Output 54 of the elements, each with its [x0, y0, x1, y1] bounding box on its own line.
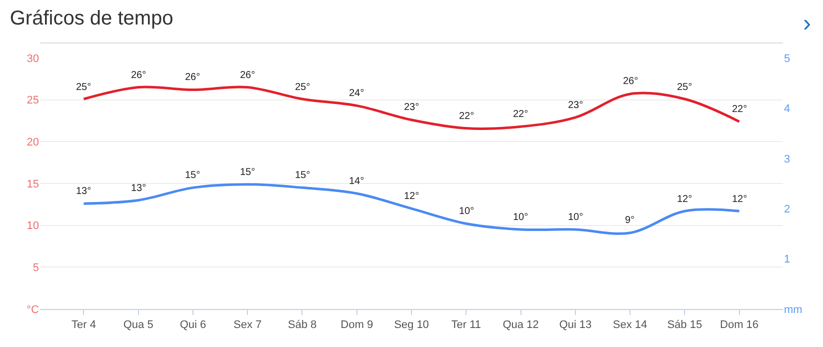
y-tick-label: 5 [32, 262, 39, 274]
y-tick-label: 25 [26, 94, 39, 107]
x-tick-label: Qui 13 [559, 319, 592, 332]
data-label: 26° [623, 76, 638, 87]
y-tick-label: 15 [26, 178, 39, 190]
data-label: 12° [677, 194, 692, 205]
data-label: 15° [185, 170, 200, 181]
y2-tick-label: 5 [784, 52, 790, 65]
x-tick-label: Sáb 15 [667, 319, 702, 332]
x-tick-label: Qui 6 [180, 319, 206, 332]
y2-tick-label: 3 [784, 153, 790, 166]
x-tick-label: Qua 12 [502, 319, 539, 332]
data-label: 22° [513, 109, 528, 120]
data-label: 13° [76, 186, 92, 197]
data-label: 14° [349, 176, 364, 187]
data-label: 24° [349, 88, 364, 99]
data-label: 10° [513, 212, 528, 223]
data-label: 9° [625, 215, 635, 226]
data-label: 25° [295, 82, 310, 93]
data-label: 26° [185, 72, 200, 83]
x-tick-label: Sex 7 [234, 319, 262, 332]
data-label: 13° [131, 183, 146, 194]
x-tick-label: Sáb 8 [288, 319, 317, 332]
data-label: 15° [240, 167, 256, 178]
data-label: 25° [677, 82, 692, 93]
data-label: 25° [76, 82, 92, 93]
data-label: 23° [404, 102, 420, 113]
data-label: 12° [404, 191, 420, 202]
x-tick-label: Ter 4 [71, 319, 96, 332]
y-tick-label: 20 [26, 136, 39, 149]
x-tick-label: Dom 9 [340, 319, 374, 332]
data-label: 15° [295, 170, 310, 181]
y-tick-label: °C [26, 304, 40, 316]
data-label: 22° [732, 104, 748, 115]
x-tick-label: Qua 5 [123, 319, 154, 332]
data-label: 26° [131, 70, 146, 81]
y-tick-label: 10 [26, 220, 39, 232]
y2-tick-label: 1 [784, 254, 790, 266]
x-tick-label: Sex 14 [612, 319, 648, 332]
data-label: 23° [568, 100, 584, 111]
y-tick-label: 30 [26, 52, 39, 65]
data-label: 10° [568, 212, 584, 223]
y2-tick-label: mm [784, 304, 802, 316]
data-label: 10° [459, 206, 474, 217]
x-tick-label: Seg 10 [394, 319, 429, 332]
chart-title: Gráficos de tempo [10, 7, 174, 30]
text: › [803, 10, 811, 37]
data-label: 26° [240, 70, 256, 81]
y2-tick-label: 2 [784, 203, 790, 216]
data-label: 12° [732, 194, 748, 205]
y2-tick-label: 4 [784, 103, 790, 116]
data-label: 22° [459, 111, 474, 122]
x-tick-label: Dom 16 [720, 319, 759, 332]
x-tick-label: Ter 11 [451, 319, 482, 332]
